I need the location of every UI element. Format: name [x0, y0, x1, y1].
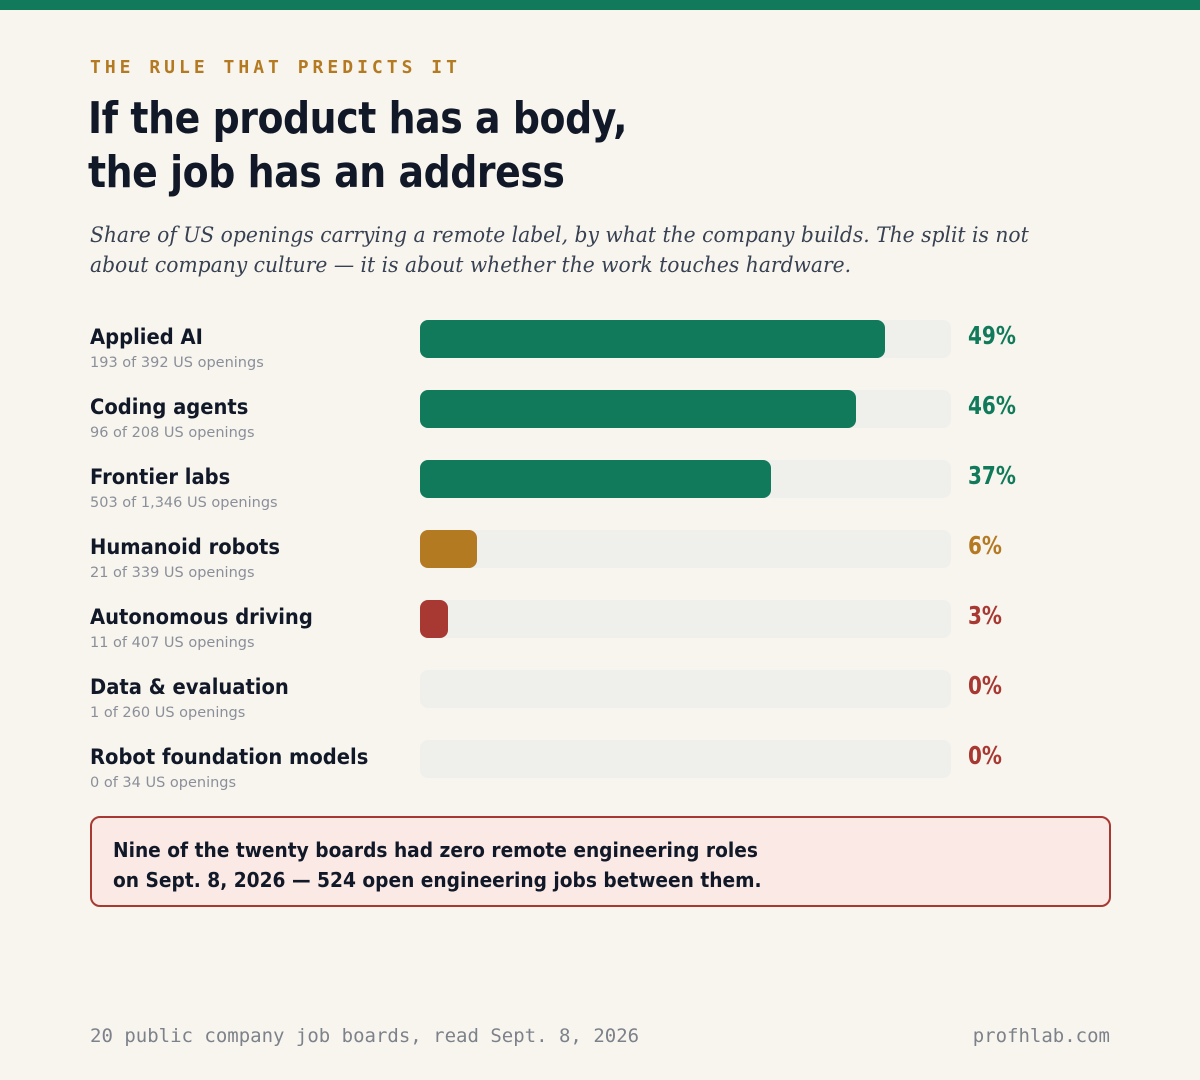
- eyebrow-label: THE RULE THAT PREDICTS IT: [90, 57, 461, 78]
- title-line-2: the job has an address: [88, 147, 565, 198]
- callout-line-2: on Sept. 8, 2026 — 524 open engineering …: [113, 868, 762, 892]
- category-label: Coding agents: [90, 395, 249, 419]
- bar-track: [420, 460, 951, 498]
- category-label: Autonomous driving: [90, 605, 313, 629]
- bar: [420, 390, 857, 428]
- title-line-1: If the product has a body,: [88, 93, 628, 144]
- bar-track: [420, 390, 951, 428]
- chart-title: If the product has a body, the job has a…: [88, 92, 627, 200]
- bar-track: [420, 740, 951, 778]
- value-label: 0%: [968, 741, 1002, 770]
- bar-track: [420, 530, 951, 568]
- bar: [420, 320, 885, 358]
- value-label: 49%: [968, 321, 1016, 350]
- value-label: 37%: [968, 461, 1016, 490]
- callout-line-1: Nine of the twenty boards had zero remot…: [113, 838, 758, 862]
- callout-text: Nine of the twenty boards had zero remot…: [113, 835, 764, 895]
- callout-box: Nine of the twenty boards had zero remot…: [90, 816, 1111, 907]
- category-detail: 1 of 260 US openings: [90, 705, 246, 721]
- site-credit: profhlab.com: [972, 1025, 1110, 1047]
- bar-track: [420, 320, 951, 358]
- bar-track: [420, 670, 951, 708]
- value-label: 6%: [968, 531, 1002, 560]
- bar: [420, 530, 477, 568]
- category-label: Frontier labs: [90, 465, 231, 489]
- category-detail: 21 of 339 US openings: [90, 565, 255, 581]
- category-label: Data & evaluation: [90, 675, 289, 699]
- bar-track: [420, 600, 951, 638]
- value-label: 46%: [968, 391, 1016, 420]
- category-detail: 11 of 407 US openings: [90, 635, 255, 651]
- chart-subtitle: Share of US openings carrying a remote l…: [90, 223, 1029, 277]
- top-accent-bar: [0, 0, 1200, 10]
- category-detail: 503 of 1,346 US openings: [90, 495, 278, 511]
- category-detail: 0 of 34 US openings: [90, 775, 237, 791]
- category-label: Robot foundation models: [90, 745, 369, 769]
- value-label: 3%: [968, 601, 1002, 630]
- category-detail: 193 of 392 US openings: [90, 355, 264, 371]
- category-label: Humanoid robots: [90, 535, 280, 559]
- bar: [420, 600, 449, 638]
- source-note: 20 public company job boards, read Sept.…: [90, 1025, 640, 1047]
- value-label: 0%: [968, 671, 1002, 700]
- category-label: Applied AI: [90, 325, 203, 349]
- bar: [420, 460, 771, 498]
- category-detail: 96 of 208 US openings: [90, 425, 255, 441]
